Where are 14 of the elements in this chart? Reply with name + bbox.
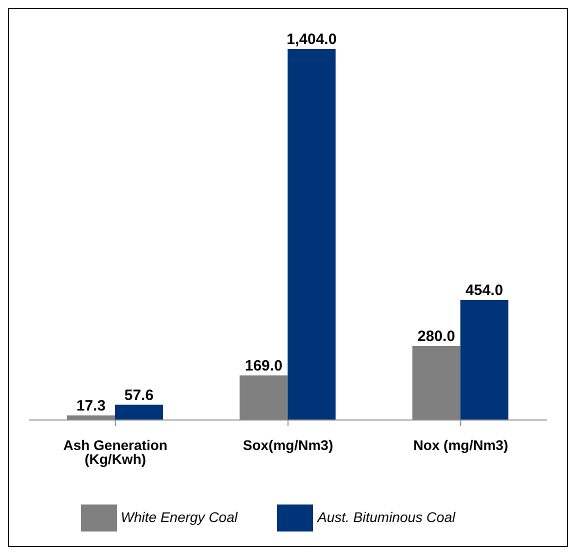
- bar: [460, 300, 508, 420]
- data-label: 280.0: [418, 328, 456, 346]
- data-label: 57.6: [124, 386, 154, 404]
- legend-label: White Energy Coal: [120, 509, 238, 526]
- bar: [114, 404, 163, 420]
- legend-label: Aust. Bituminous Coal: [317, 509, 456, 526]
- x-tick-label: Ash Generation (Kg/Kwh): [63, 436, 168, 467]
- data-label: 1,404.0: [286, 31, 337, 48]
- data-label: 169.0: [244, 357, 282, 374]
- data-label: 17.3: [76, 397, 106, 414]
- data-label: 454.0: [466, 282, 504, 300]
- x-tick-label: Sox(mg/Nm3): [242, 436, 334, 453]
- bar: [288, 49, 336, 420]
- x-tick-label: Nox (mg/Nm3): [413, 436, 508, 453]
